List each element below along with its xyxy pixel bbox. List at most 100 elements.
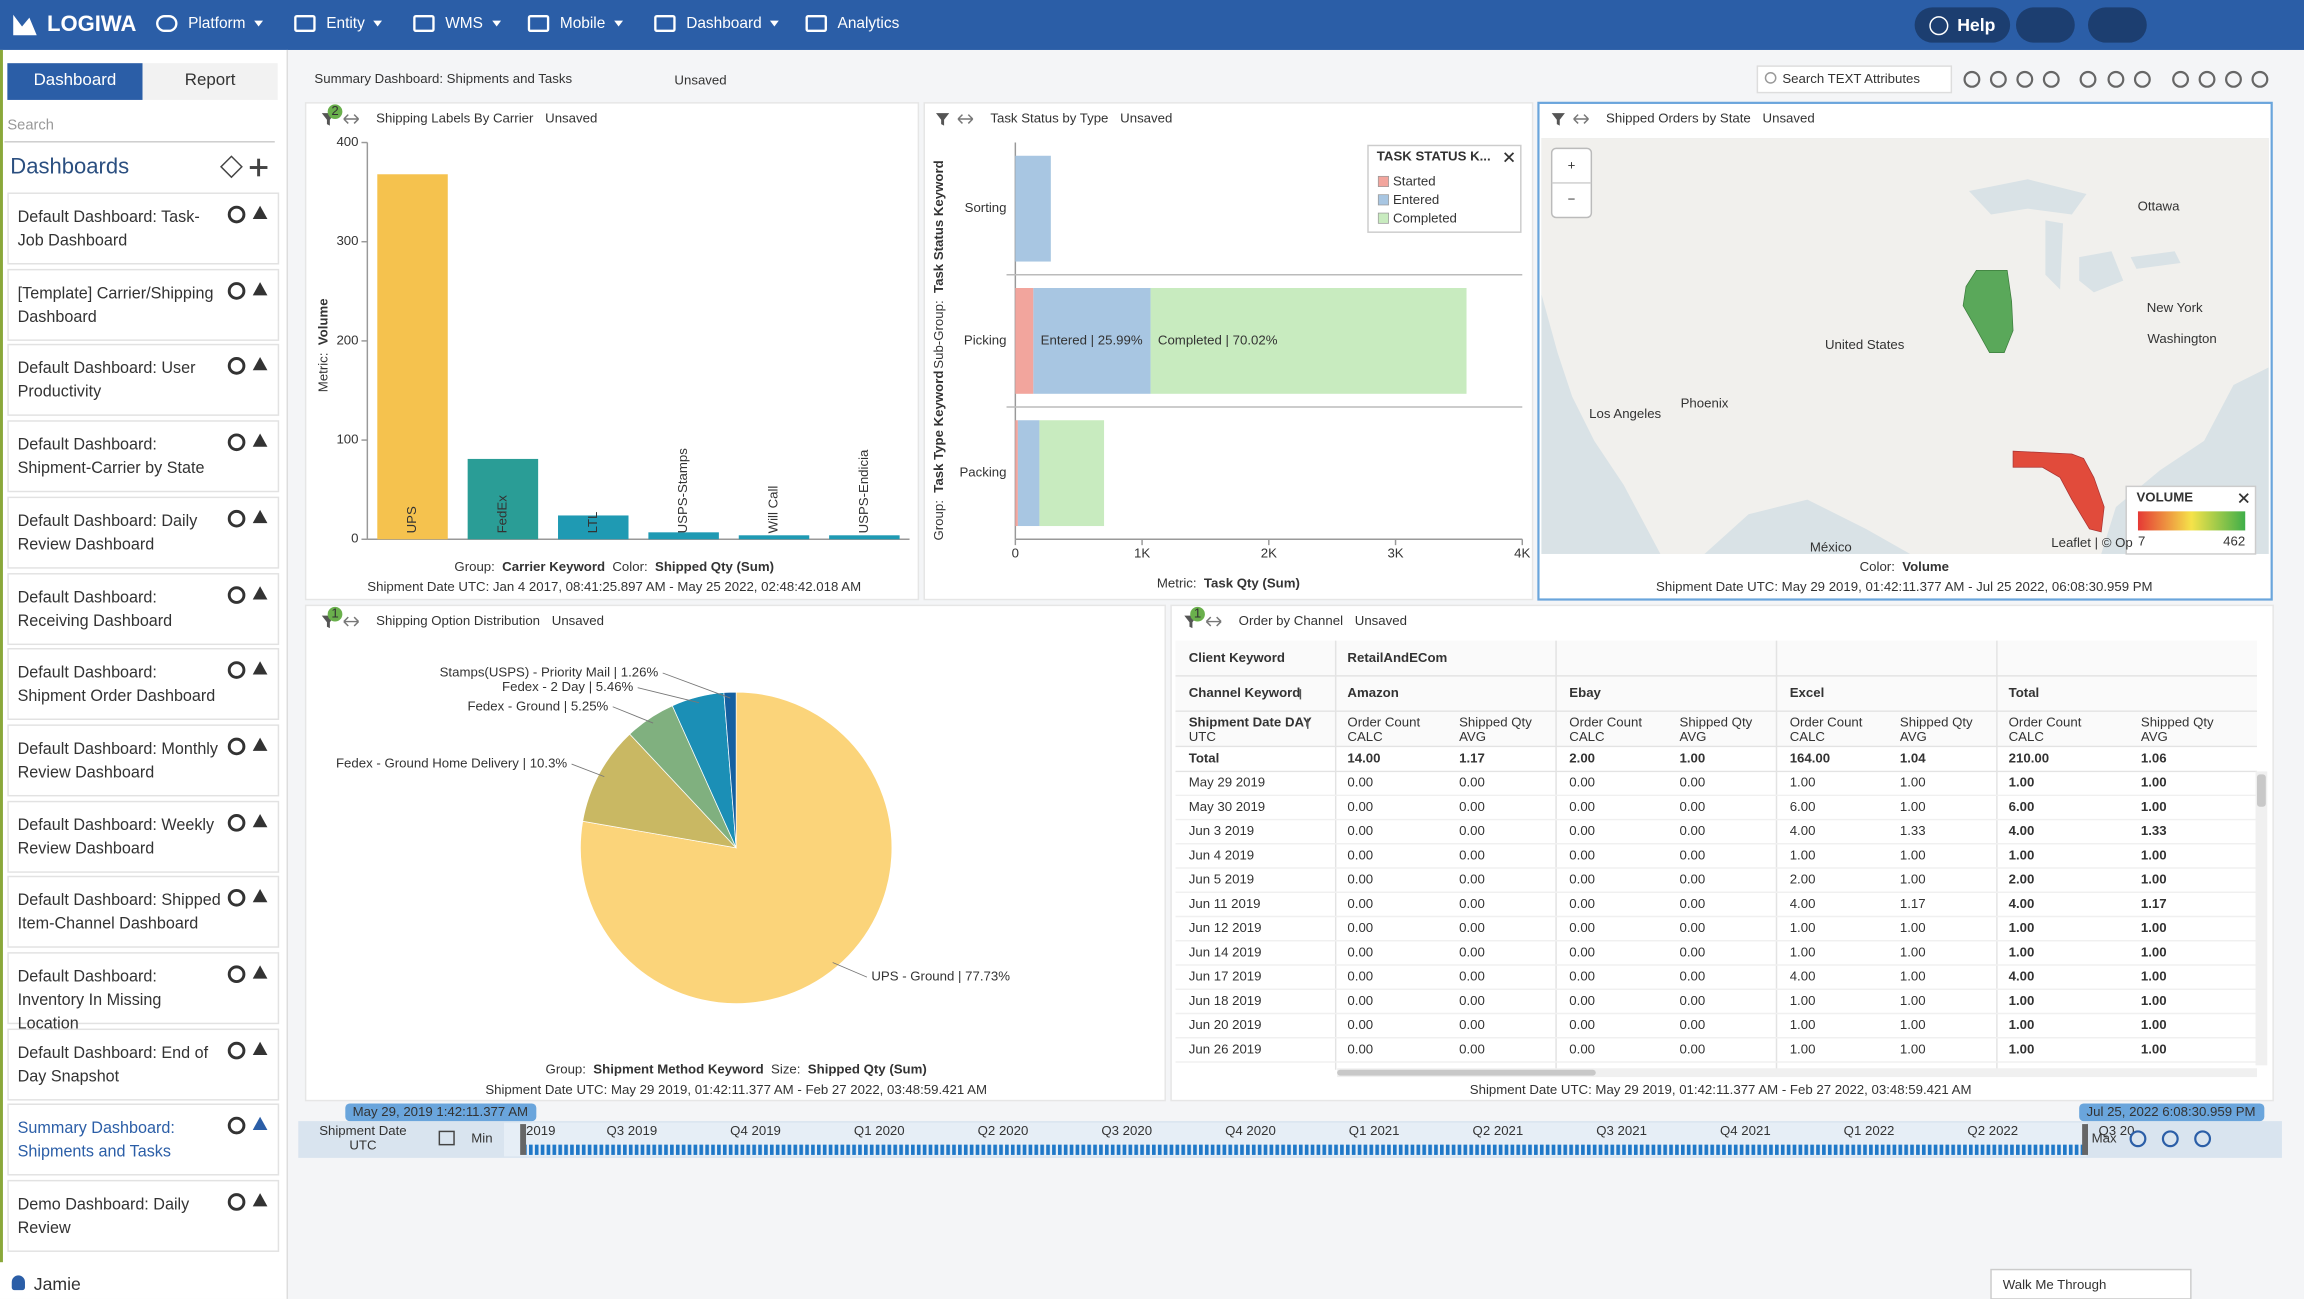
nav-menu[interactable]: WMS	[413, 13, 501, 34]
edit-icon[interactable]	[227, 205, 246, 224]
row-label: Jun 5 2019	[1189, 872, 1254, 887]
home-icon[interactable]	[252, 965, 268, 979]
dashboard-item[interactable]: Default Dashboard: Weekly Review Dashboa…	[7, 800, 280, 873]
nav-icon-button[interactable]	[2016, 7, 2075, 43]
dashboard-item[interactable]: Default Dashboard: Receiving Dashboard	[7, 572, 280, 645]
map-attribution: Leaflet | © Op	[2051, 535, 2133, 550]
date-range: Shipment Date UTC: May 29 2019, 01:42:11…	[485, 1082, 987, 1097]
dashboard-item[interactable]: Default Dashboard: User Productivity	[7, 344, 280, 417]
quarter-label: Q3 2020	[1101, 1123, 1152, 1138]
home-icon[interactable]	[252, 357, 268, 371]
add-icon[interactable]	[257, 158, 261, 177]
home-icon[interactable]	[252, 433, 268, 447]
table-cell: 2.00	[2009, 872, 2035, 887]
h-scroll-thumb	[1337, 1069, 1596, 1076]
table-cell: 1.00	[2141, 969, 2167, 984]
edit-icon[interactable]	[227, 585, 246, 604]
home-icon[interactable]	[252, 737, 268, 751]
table-cell: 0.00	[1680, 872, 1706, 887]
nav-menu[interactable]: Entity	[294, 13, 383, 34]
dashboard-item[interactable]: Default Dashboard: Shipped Item-Channel …	[7, 876, 280, 949]
edit-icon[interactable]	[227, 737, 246, 756]
map-place-label: United States	[1825, 337, 1905, 352]
table-cell: 0.00	[1569, 1017, 1595, 1032]
move-icon[interactable]	[219, 155, 243, 179]
edit-icon[interactable]	[227, 1117, 246, 1135]
home-icon[interactable]	[252, 813, 268, 827]
chart-footer-part: Color:	[612, 559, 647, 574]
timeline-tool	[2194, 1130, 2212, 1148]
pie-label: Stamps(USPS) - Priority Mail | 1.26%	[440, 664, 659, 679]
panel-title: Shipping Labels By Carrier	[376, 111, 534, 126]
table-cell: 0.00	[1347, 920, 1373, 935]
quarter-label: Q2 2021	[1473, 1123, 1524, 1138]
home-icon[interactable]	[252, 585, 268, 599]
edit-icon[interactable]	[227, 965, 246, 984]
edit-icon[interactable]	[227, 889, 246, 908]
home-icon[interactable]	[252, 661, 268, 675]
expand-icon	[343, 114, 360, 124]
nav-menu[interactable]: Analytics	[805, 13, 899, 34]
home-icon[interactable]	[252, 205, 268, 219]
nav-menu-label: Dashboard	[686, 14, 762, 33]
timeline-tool	[2161, 1130, 2179, 1148]
measure-header: Shipped Qty	[1900, 714, 1973, 729]
toolbar-icon	[2016, 70, 2034, 88]
home-icon[interactable]	[252, 281, 268, 295]
quarter-label: Q1 2022	[1844, 1123, 1895, 1138]
dashboard-item[interactable]: Demo Dashboard: Daily Review	[7, 1180, 280, 1253]
edit-icon[interactable]	[227, 357, 246, 376]
row-label: Jun 20 2019	[1189, 1017, 1262, 1032]
nav-icon-button[interactable]	[2088, 7, 2147, 43]
sidebar-tab[interactable]: Report	[142, 63, 278, 100]
edit-icon[interactable]	[227, 433, 246, 452]
channel-header: Total	[2009, 685, 2040, 700]
dashboard-item[interactable]: Default Dashboard: End of Day Snapshot	[7, 1028, 280, 1101]
legend-title: VOLUME	[2136, 490, 2193, 505]
dashboard-item[interactable]: [Template] Carrier/Shipping Dashboard	[7, 268, 280, 341]
home-icon[interactable]	[252, 509, 268, 523]
table-cell: 1.00	[1790, 1041, 1816, 1056]
nav-menu[interactable]: Mobile	[527, 13, 623, 34]
dashboard-item[interactable]: Default Dashboard: Inventory In Missing …	[7, 952, 280, 1033]
edit-icon[interactable]	[227, 281, 246, 300]
dashboard-item[interactable]: Summary Dashboard: Shipments and Tasks	[7, 1104, 280, 1177]
x-tick-label: 4K	[1514, 545, 1530, 560]
nav-menu[interactable]: Platform	[156, 13, 264, 34]
bar-category-label: USPS-Endicia	[856, 449, 871, 533]
edit-icon[interactable]	[227, 1041, 246, 1059]
caret	[373, 20, 383, 27]
edit-icon[interactable]	[227, 1193, 246, 1211]
edit-icon[interactable]	[227, 509, 246, 528]
home-icon[interactable]	[252, 889, 268, 903]
chart-footer-part: Shipped Qty (Sum)	[808, 1061, 927, 1076]
dashboard-item-label: Demo Dashboard: Daily Review	[17, 1196, 190, 1238]
edit-icon[interactable]	[227, 813, 246, 832]
nav-menu[interactable]: Dashboard	[654, 13, 780, 34]
expand-icon	[343, 616, 360, 627]
row-label: Jun 18 2019	[1189, 993, 1262, 1008]
dashboard-item[interactable]: Default Dashboard: Shipment Order Dashbo…	[7, 648, 280, 721]
nav-icon-shape	[805, 14, 827, 33]
home-icon[interactable]	[252, 1117, 268, 1131]
bar	[558, 515, 629, 540]
zoom-in[interactable]: +	[1568, 158, 1576, 173]
state-illinois	[1962, 270, 2014, 354]
row-label: Jun 14 2019	[1189, 944, 1262, 959]
edit-icon[interactable]	[227, 661, 246, 680]
dashboard-item[interactable]: Default Dashboard: Task-Job Dashboard	[7, 192, 280, 265]
logo[interactable]: LOGIWA	[12, 10, 136, 36]
home-icon[interactable]	[252, 1193, 268, 1207]
home-icon[interactable]	[252, 1041, 268, 1055]
table-cell: 0.00	[1680, 993, 1706, 1008]
sidebar-tab[interactable]: Dashboard	[7, 63, 143, 100]
table-cell: 0.00	[1347, 969, 1373, 984]
sidebar-search[interactable]: Search	[4, 112, 275, 143]
dashboard-item[interactable]: Default Dashboard: Monthly Review Dashbo…	[7, 724, 280, 797]
sidebar: Dashboard Report Search Dashboards Default D…	[0, 49, 288, 1299]
nav-menu-label: Analytics	[837, 14, 900, 33]
pie-slice: Stamps(USPS) - Priority Mail	[723, 691, 737, 848]
dashboard-item[interactable]: Default Dashboard: Shipment-Carrier by S…	[7, 420, 280, 493]
dashboard-item[interactable]: Default Dashboard: Daily Review Dashboar…	[7, 496, 280, 569]
help-button[interactable]: Help	[1914, 7, 2011, 43]
